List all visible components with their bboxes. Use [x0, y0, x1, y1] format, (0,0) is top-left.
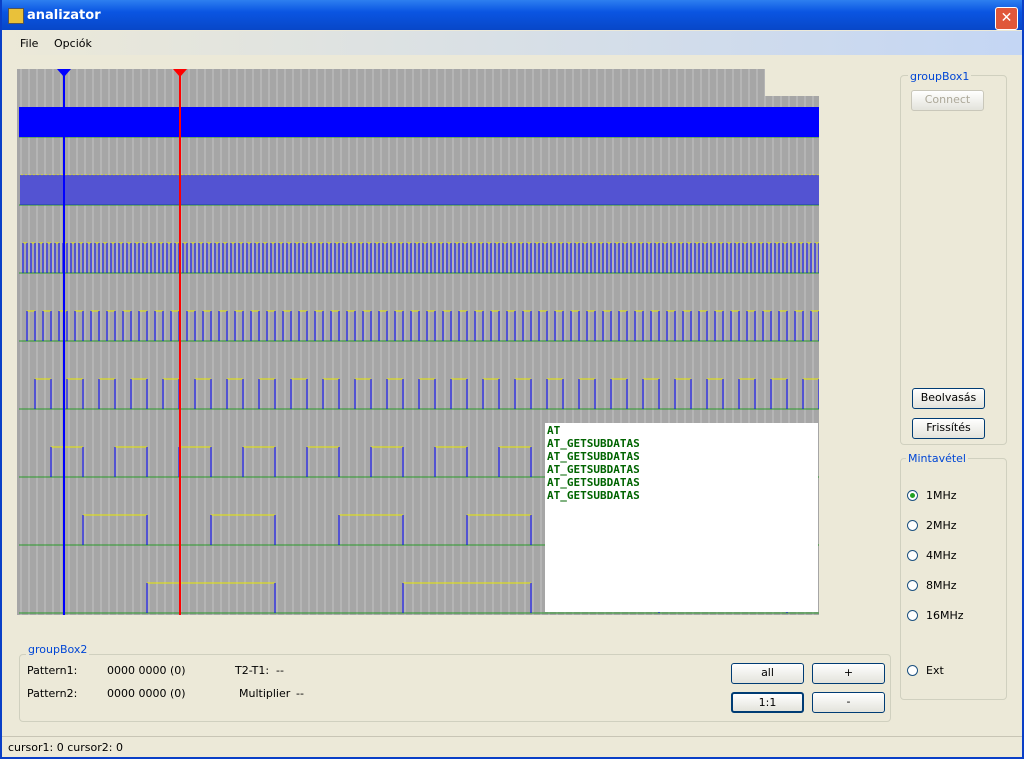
radio-label[interactable]: 8MHz — [926, 579, 957, 592]
radio-button[interactable] — [907, 580, 918, 591]
zoom-reset-button[interactable]: 1:1 — [731, 692, 804, 713]
signal-edge — [22, 243, 819, 273]
group-title: Mintavétel — [906, 452, 968, 465]
window-title: analizator — [27, 8, 101, 23]
log-line: AT_GETSUBDATAS — [547, 476, 640, 489]
close-button[interactable]: ✕ — [995, 7, 1018, 30]
log-line: AT_GETSUBDATAS — [547, 437, 640, 450]
group-box — [19, 654, 891, 722]
radio-button[interactable] — [907, 550, 918, 561]
radio-label[interactable]: 1MHz — [926, 489, 957, 502]
zoom-all-button[interactable]: all — [731, 663, 804, 684]
value: -- — [276, 664, 284, 677]
log-box: AT AT_GETSUBDATAS AT_GETSUBDATAS AT_GETSUBD… — [545, 423, 818, 612]
menu-item[interactable]: Opciók — [54, 37, 92, 50]
status-text: cursor1: 0 cursor2: 0 — [8, 741, 123, 754]
status-bar: cursor1: 0 cursor2: 0 — [2, 736, 1022, 758]
title-bar: analizator ✕ — [2, 0, 1022, 30]
radio-button[interactable] — [907, 520, 918, 531]
radio-button[interactable] — [907, 610, 918, 621]
radio-label[interactable]: 2MHz — [926, 519, 957, 532]
zoom-out-button[interactable]: - — [812, 692, 885, 713]
label: T2-T1: — [235, 664, 270, 677]
read-button[interactable]: Beolvasás — [912, 388, 985, 409]
log-line: AT — [547, 424, 561, 437]
zoom-in-button[interactable]: + — [812, 663, 885, 684]
menu-item[interactable]: File — [20, 37, 39, 50]
group-title: groupBox2 — [26, 643, 90, 656]
signal — [19, 107, 819, 137]
waveform-display[interactable] — [17, 69, 819, 615]
value: -- — [296, 687, 304, 700]
radio-button[interactable] — [907, 665, 918, 676]
label: Multiplier — [239, 687, 291, 700]
refresh-button[interactable]: Frissítés — [912, 418, 985, 439]
cursor-2-handle — [173, 69, 187, 77]
group-title: groupBox1 — [908, 70, 972, 83]
label: Pattern1: — [27, 664, 78, 677]
signal-edge — [146, 583, 788, 613]
signal-edge — [34, 379, 819, 409]
radio-label[interactable]: 16MHz — [926, 609, 964, 622]
log-line: AT_GETSUBDATAS — [547, 489, 640, 502]
log-line: AT_GETSUBDATAS — [547, 463, 640, 476]
signal-edge — [20, 175, 819, 205]
radio-label[interactable]: Ext — [926, 664, 944, 677]
connect-button[interactable]: Connect — [911, 90, 984, 111]
plot-notch — [765, 69, 819, 96]
radio-button[interactable] — [907, 490, 918, 501]
value: 0000 0000 (0) — [107, 664, 186, 677]
value: 0000 0000 (0) — [107, 687, 186, 700]
log-line: AT_GETSUBDATAS — [547, 450, 640, 463]
menu-bar: File Opciók — [2, 31, 1022, 55]
cursor-1-handle — [57, 69, 71, 77]
signal-edge — [26, 311, 819, 341]
label: Pattern2: — [27, 687, 78, 700]
radio-label[interactable]: 4MHz — [926, 549, 957, 562]
app-icon — [8, 8, 24, 24]
